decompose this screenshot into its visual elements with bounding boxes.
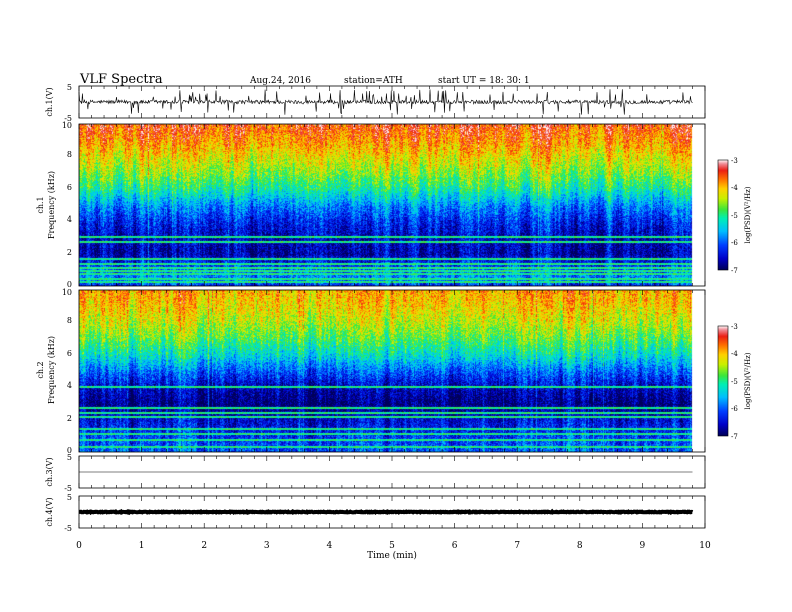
- ch2-spec-ytick: 2: [67, 414, 72, 423]
- xtick-label: 4: [327, 541, 333, 551]
- ch2-spec-ylabel-frequency: Frequency (kHz): [47, 336, 56, 404]
- ch4-ytick-top: 5: [67, 493, 72, 502]
- ch1-cbar-tick: -7: [731, 267, 738, 275]
- ch1-spec-ytick: 0: [67, 280, 72, 289]
- header-start-time: start UT = 18: 30: 1: [438, 76, 530, 86]
- ch1-cbar-tick: -6: [731, 239, 738, 247]
- header-date: Aug.24, 2016: [249, 76, 311, 86]
- ch1-spec-ylabel-channel: ch.1: [36, 196, 45, 213]
- ch4-ytick-bottom: -5: [64, 524, 72, 533]
- figure-title: VLF Spectra: [79, 72, 163, 87]
- ch2-colorbar: [718, 326, 728, 436]
- xtick-label: 6: [452, 541, 458, 551]
- xtick-label: 8: [577, 541, 583, 551]
- ch3-ytick-top: 5: [67, 453, 72, 462]
- xtick-label: 2: [201, 541, 207, 551]
- ch1-ytick-top: 5: [67, 83, 72, 92]
- ch2-colorbar-label: log(PSD)(V²/Hz): [744, 352, 752, 409]
- x-axis-label: Time (min): [367, 550, 417, 561]
- header-station: station=ATH: [344, 76, 403, 86]
- ch1-spectrogram-panel: 0 2 4 6 8 10 ch.1 Frequency (kHz) -3 -4 …: [36, 121, 752, 289]
- ch1-colorbar: [718, 160, 728, 270]
- ch2-cbar-tick: -3: [731, 323, 738, 331]
- ch3-ylabel: ch.3(V): [45, 457, 54, 486]
- ch1-spec-ylabel-group: ch.1 Frequency (kHz): [36, 171, 56, 239]
- ch1-waveform-line: [78, 89, 693, 115]
- xtick-label: 0: [76, 541, 82, 551]
- ch2-cbar-tick: -7: [731, 433, 738, 441]
- ch2-cbar-tick: -5: [731, 378, 738, 386]
- ch1-cbar-tick: -3: [731, 157, 738, 165]
- ch2-spec-ytick: 8: [67, 316, 72, 325]
- xtick-label: 5: [389, 541, 395, 551]
- x-axis: 0 1 2 3 4 5 6 7 8 9 10 Time (min): [76, 541, 711, 561]
- ch1-spec-ytick: 6: [67, 183, 72, 192]
- ch3-ytick-bottom: -5: [64, 484, 72, 493]
- ch1-cbar-tick: -4: [731, 184, 738, 192]
- xtick-label: 9: [640, 541, 646, 551]
- ch4-ylabel: ch.4(V): [45, 497, 54, 526]
- ch1-spectrogram-heatmap: [79, 124, 705, 286]
- xtick-label: 3: [264, 541, 270, 551]
- ch2-spec-ylabel-group: ch.2 Frequency (kHz): [36, 336, 56, 404]
- ch2-cbar-tick: -4: [731, 350, 738, 358]
- ch2-spec-ytick: 10: [62, 288, 72, 297]
- ch2-spec-ytick: 4: [67, 381, 72, 390]
- ch4-waveform-line: [78, 508, 694, 516]
- ch3-waveform-panel: 5 -5 ch.3(V): [45, 453, 706, 493]
- ch2-spec-ytick: 0: [67, 446, 72, 455]
- ch1-ylabel: ch.1(V): [45, 87, 54, 116]
- ch2-spectrogram-heatmap: [79, 290, 705, 452]
- ch4-waveform-panel: 5 -5 ch.4(V): [45, 493, 706, 533]
- ch1-x-ticks: [78, 86, 706, 118]
- ch1-yticks: 0 2 4 6 8 10: [62, 121, 72, 289]
- xtick-label: 10: [699, 541, 711, 551]
- xtick-label: 7: [514, 541, 520, 551]
- ch2-spec-ytick: 6: [67, 349, 72, 358]
- ch4-x-ticks: [78, 496, 706, 528]
- ch2-spectrogram-panel: 0 2 4 6 8 10 ch.2 Frequency (kHz) -3 -4 …: [36, 288, 752, 455]
- ch2-cbar-tick: -6: [731, 405, 738, 413]
- ch1-colorbar-frame: [717, 159, 729, 271]
- ch1-cbar-tick: -5: [731, 212, 738, 220]
- ch1-spec-ytick: 4: [67, 215, 72, 224]
- ch3-x-ticks: [78, 456, 706, 488]
- ch2-colorbar-frame: [717, 325, 729, 437]
- ch1-ytick-bottom: -5: [64, 114, 72, 123]
- ch1-waveform-panel: 5 -5 ch.1(V): [45, 83, 706, 123]
- ch2-spec-ylabel-channel: ch.2: [36, 361, 45, 378]
- ch1-colorbar-label: log(PSD)(V²/Hz): [744, 186, 752, 243]
- xtick-label: 1: [139, 541, 145, 551]
- ch1-spec-ylabel-frequency: Frequency (kHz): [47, 171, 56, 239]
- ch1-spec-ytick: 10: [62, 121, 72, 130]
- ch2-spec-x-ticks: [78, 290, 706, 452]
- ch2-yticks: 0 2 4 6 8 10: [62, 288, 72, 455]
- ch1-spec-x-ticks: [78, 124, 706, 286]
- ch1-spec-ytick: 8: [67, 150, 72, 159]
- ch1-spec-ytick: 2: [67, 248, 72, 257]
